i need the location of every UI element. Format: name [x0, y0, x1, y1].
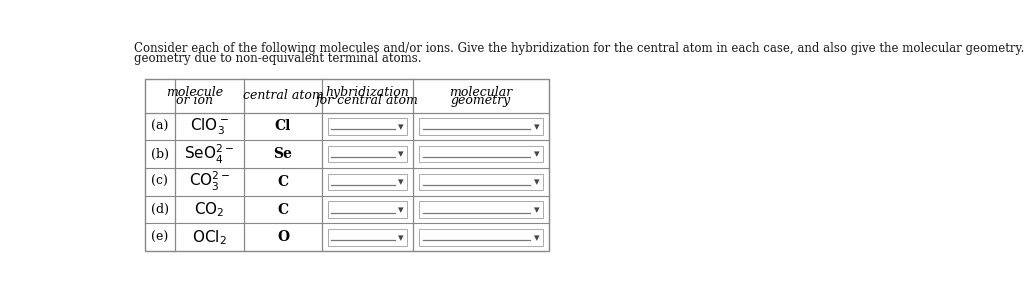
Text: (b): (b) [151, 148, 169, 161]
Text: ▾: ▾ [534, 122, 540, 132]
Text: $\mathrm{CO_3^{2-}}$: $\mathrm{CO_3^{2-}}$ [188, 170, 230, 193]
Text: ▾: ▾ [398, 149, 403, 160]
Text: ▾: ▾ [534, 177, 540, 187]
Text: hybridization: hybridization [326, 86, 410, 99]
Bar [328, 229, 407, 246]
Text: ▾: ▾ [534, 205, 540, 215]
Bar [420, 229, 543, 246]
Bar [328, 146, 407, 163]
Bar [420, 173, 543, 190]
Text: C: C [278, 202, 289, 217]
Bar [328, 118, 407, 135]
Text: or ion: or ion [176, 94, 213, 107]
Text: molecular: molecular [450, 86, 513, 99]
Text: Se: Se [273, 147, 293, 161]
Text: molecule: molecule [166, 86, 223, 99]
Text: $\mathrm{OCl_2}$: $\mathrm{OCl_2}$ [193, 228, 226, 247]
Text: central atom: central atom [243, 89, 324, 102]
Text: C: C [278, 175, 289, 189]
Bar [328, 173, 407, 190]
Text: ▾: ▾ [398, 177, 403, 187]
Text: for central atom: for central atom [316, 94, 419, 107]
Text: $\mathrm{CO_2}$: $\mathrm{CO_2}$ [195, 200, 224, 219]
Text: (d): (d) [151, 203, 169, 216]
Text: (a): (a) [152, 120, 169, 133]
Text: ▾: ▾ [398, 205, 403, 215]
Text: ▾: ▾ [534, 233, 540, 243]
Text: Cl: Cl [274, 119, 291, 133]
Bar [328, 201, 407, 218]
Text: (c): (c) [152, 175, 168, 188]
Text: Consider each of the following molecules and/or ions. Give the hybridization for: Consider each of the following molecules… [134, 42, 1024, 55]
Bar [420, 201, 543, 218]
Text: ▾: ▾ [398, 233, 403, 243]
Text: ▾: ▾ [398, 122, 403, 132]
Bar [145, 79, 549, 251]
Text: ▾: ▾ [534, 149, 540, 160]
Text: geometry due to non-equivalent terminal atoms.: geometry due to non-equivalent terminal … [134, 52, 422, 65]
Text: geometry: geometry [451, 94, 511, 107]
Bar [420, 146, 543, 163]
Bar [420, 118, 543, 135]
Text: $\mathrm{ClO_3^-}$: $\mathrm{ClO_3^-}$ [189, 116, 228, 137]
Text: $\mathrm{SeO_4^{2-}}$: $\mathrm{SeO_4^{2-}}$ [184, 142, 234, 166]
Text: O: O [276, 230, 289, 244]
Text: (e): (e) [152, 231, 168, 244]
